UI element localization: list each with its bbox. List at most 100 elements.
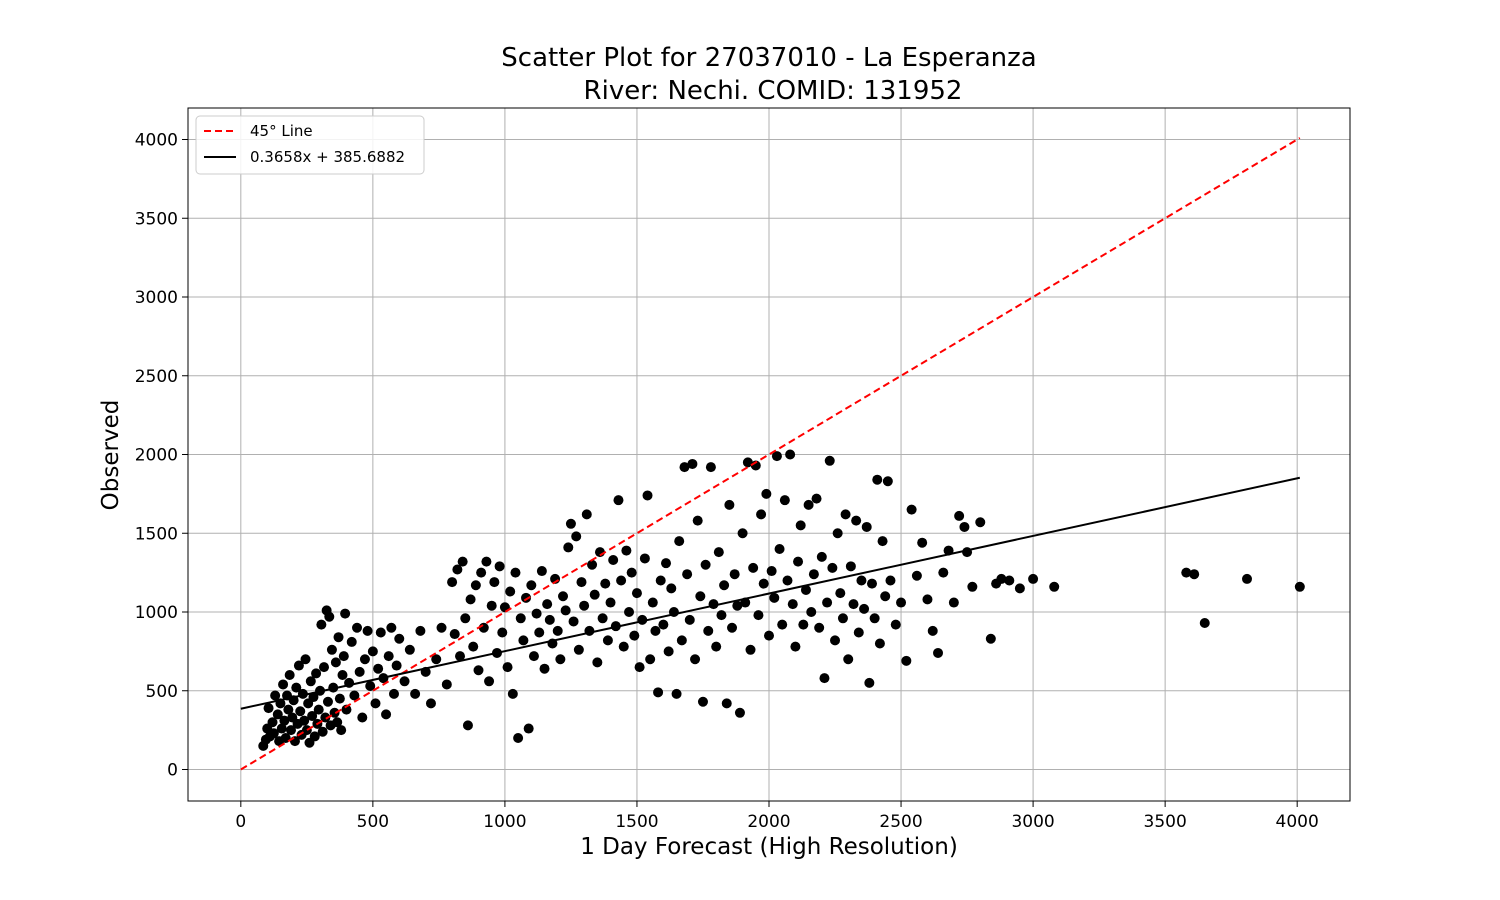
data-point: [682, 569, 693, 580]
data-point: [927, 625, 938, 636]
data-point: [589, 589, 600, 600]
data-point: [769, 592, 780, 603]
data-point: [449, 629, 460, 640]
data-point: [724, 499, 735, 510]
y-tick-label: 0: [167, 761, 178, 781]
data-point: [462, 720, 473, 731]
data-point: [497, 627, 508, 638]
x-tick-label: 3000: [1011, 812, 1054, 832]
data-point: [386, 622, 397, 633]
data-point: [653, 687, 664, 698]
data-point: [579, 600, 590, 611]
data-point: [329, 707, 340, 718]
data-point: [311, 668, 322, 679]
data-point: [785, 449, 796, 460]
data-point: [291, 682, 302, 693]
data-point: [354, 666, 365, 677]
data-point: [608, 555, 619, 566]
data-point: [334, 693, 345, 704]
data-point: [518, 635, 529, 646]
data-point: [822, 597, 833, 608]
data-point: [795, 520, 806, 531]
data-point: [555, 654, 566, 665]
data-point: [470, 580, 481, 591]
data-point: [861, 521, 872, 532]
data-point: [330, 657, 341, 668]
x-tick-label: 1000: [483, 812, 526, 832]
data-point: [431, 654, 442, 665]
x-axis-label: 1 Day Forecast (High Resolution): [580, 834, 958, 860]
data-point: [933, 647, 944, 658]
data-point: [837, 613, 848, 624]
data-point: [375, 627, 386, 638]
data-point: [729, 569, 740, 580]
data-point: [600, 578, 611, 589]
x-tick-label: 1500: [615, 812, 658, 832]
x-tick-label: 3500: [1144, 812, 1187, 832]
data-point: [410, 688, 421, 699]
data-point: [373, 663, 384, 674]
data-point: [526, 580, 537, 591]
data-point: [697, 696, 708, 707]
data-point: [742, 457, 753, 468]
data-point: [268, 728, 279, 739]
legend-label-45-line: 45° Line: [250, 122, 313, 140]
data-point: [911, 570, 922, 581]
y-tick-label: 2500: [135, 367, 178, 387]
data-point: [890, 619, 901, 630]
data-point: [634, 662, 645, 673]
data-point: [666, 583, 677, 594]
data-point: [544, 614, 555, 625]
data-point: [626, 567, 637, 578]
data-point: [676, 635, 687, 646]
data-point: [853, 627, 864, 638]
plot-frame: [187, 107, 1351, 802]
data-point: [505, 586, 516, 597]
x-axis-ticks: 0 500 1000 1500 2000 2500 3000 3500 4000: [235, 801, 1319, 832]
data-point: [484, 676, 495, 687]
data-point: [901, 655, 912, 666]
legend-label-fit-line: 0.3658x + 385.6882: [250, 148, 405, 166]
regression-fit-line: [240, 476, 1301, 710]
data-point: [819, 673, 830, 684]
data-point: [455, 651, 466, 662]
data-point: [713, 547, 724, 558]
data-point: [848, 599, 859, 610]
data-point: [367, 646, 378, 657]
data-point: [391, 660, 402, 671]
data-point: [832, 528, 843, 539]
data-point: [278, 679, 289, 690]
data-point: [872, 474, 883, 485]
data-point: [824, 455, 835, 466]
y-tick-label: 3500: [135, 209, 178, 229]
data-point: [319, 662, 330, 673]
data-point: [359, 654, 370, 665]
data-point: [806, 607, 817, 617]
data-point: [629, 630, 640, 641]
data-point: [489, 577, 500, 588]
data-point: [415, 625, 426, 636]
data-point: [279, 715, 290, 726]
data-point: [486, 600, 497, 611]
data-point: [1049, 581, 1060, 592]
data-point: [771, 451, 782, 462]
data-point: [777, 619, 788, 630]
data-point: [404, 644, 415, 655]
data-point: [502, 662, 513, 673]
data-point: [1004, 575, 1015, 586]
data-point: [465, 594, 476, 605]
data-point: [521, 592, 532, 603]
data-point: [276, 723, 287, 734]
data-point: [877, 536, 888, 547]
data-point: [558, 591, 569, 602]
data-point: [843, 654, 854, 665]
data-point: [592, 657, 603, 668]
x-tick-label: 500: [357, 812, 389, 832]
data-point: [830, 635, 841, 646]
data-point: [631, 588, 642, 599]
data-point: [300, 654, 311, 665]
y-tick-label: 4000: [135, 131, 178, 151]
data-point: [313, 704, 324, 715]
data-point: [803, 499, 814, 510]
legend-box: [195, 115, 425, 175]
